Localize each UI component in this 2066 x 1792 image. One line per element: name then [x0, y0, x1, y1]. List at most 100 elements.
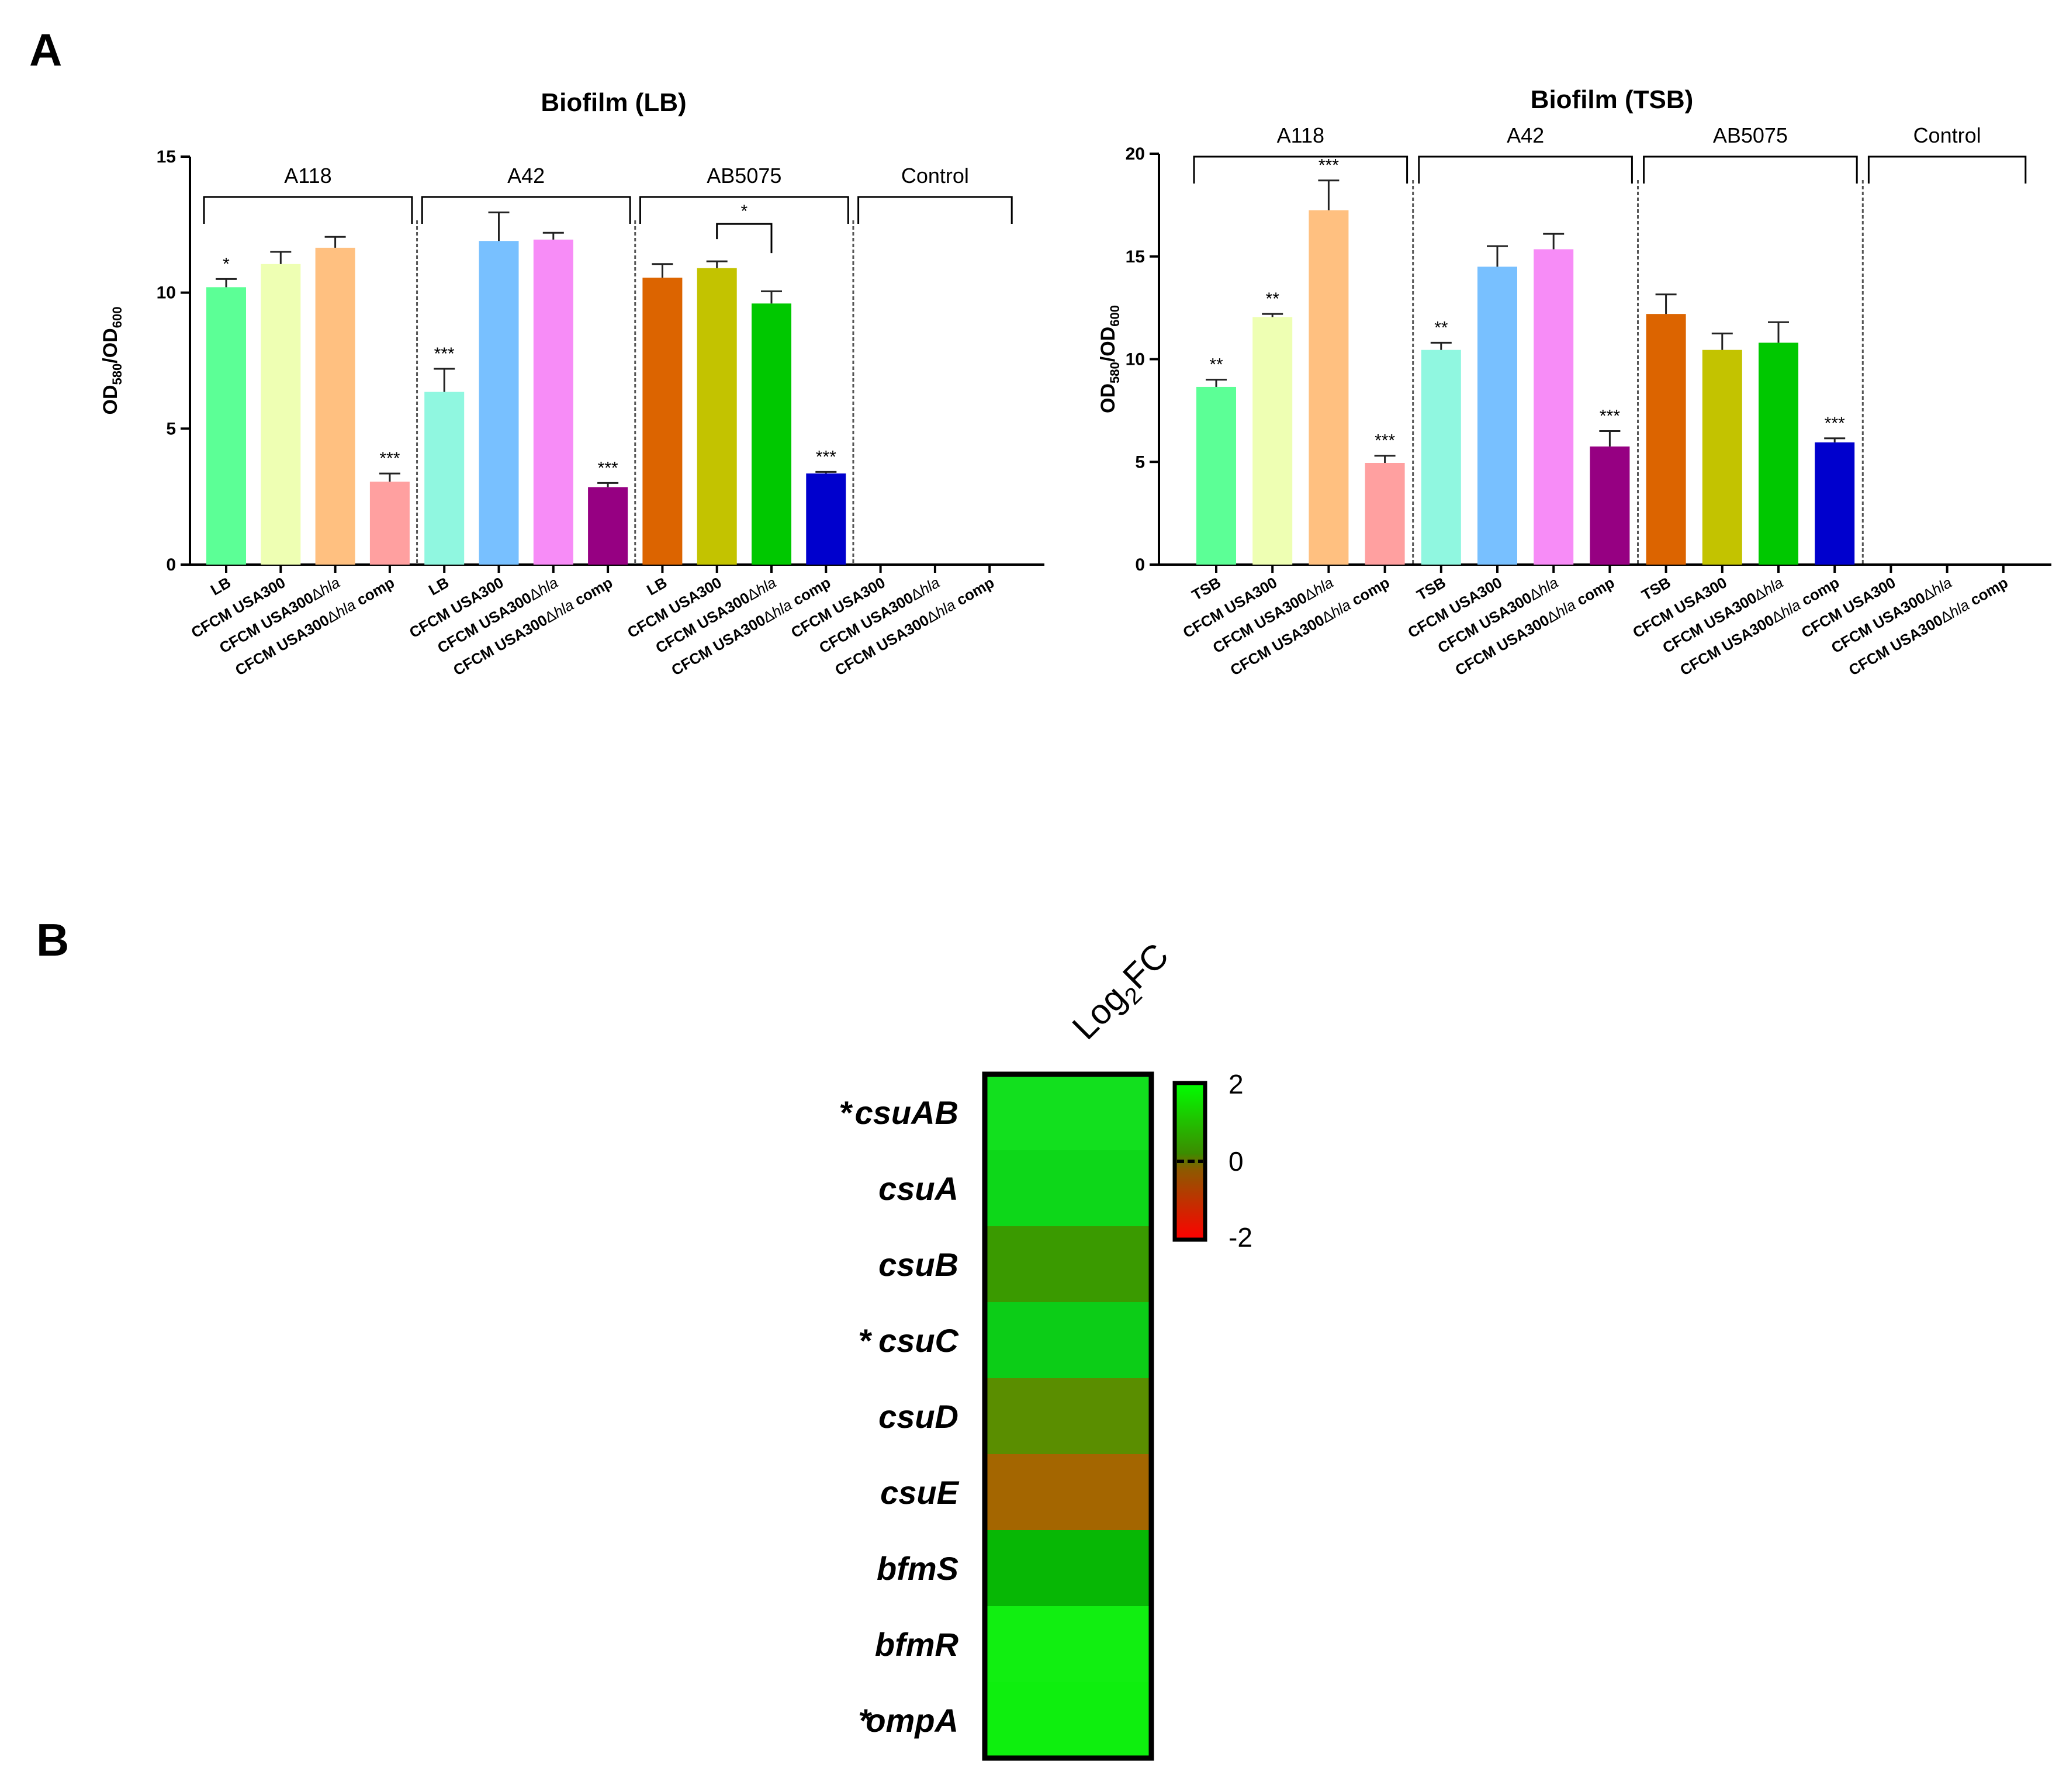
y-tick-label: 20 [1126, 144, 1145, 164]
bar [206, 287, 246, 565]
heatmap-cell [985, 1454, 1151, 1531]
x-tick-label: LB [643, 573, 670, 599]
bar [1196, 386, 1236, 565]
comparison-bracket [716, 223, 773, 254]
group-bracket [1643, 155, 1858, 184]
bar [752, 303, 791, 565]
bar [1759, 343, 1798, 565]
group-label: A42 [507, 164, 545, 188]
y-tick-label: 10 [157, 283, 176, 303]
y-tick-label: 15 [157, 147, 176, 167]
heatmap-cell [985, 1302, 1151, 1379]
bar [369, 482, 410, 565]
gene-label: csuB [878, 1246, 958, 1283]
group-label: Control [901, 164, 969, 188]
bar [1590, 446, 1630, 565]
heatmap-log2fc: Log2FCcsuAB*csuAcsuBcsuC*csuDcsuEbfmSbfm… [839, 936, 1252, 1761]
panel-label-a: A [29, 24, 62, 75]
gene-label: csuAB [855, 1094, 958, 1131]
significance-marker: * [858, 1702, 872, 1739]
comparison-marker: * [741, 202, 748, 221]
gene-label: csuD [878, 1398, 958, 1435]
bar [1815, 442, 1855, 565]
bar [1365, 463, 1405, 565]
significance-marker: *** [1375, 431, 1395, 451]
bar [1421, 350, 1461, 565]
bar [1477, 267, 1517, 565]
significance-marker: ** [1209, 355, 1223, 375]
bar [1534, 249, 1574, 565]
x-tick-label: LB [425, 573, 452, 599]
significance-marker: *** [1825, 414, 1845, 433]
bar [806, 473, 846, 565]
significance-marker: *** [1600, 407, 1620, 426]
heatmap-border [982, 1071, 1154, 1761]
x-tick-label: LB [207, 573, 234, 599]
x-tick-label: TSB [1189, 573, 1224, 604]
significance-marker: *** [816, 447, 836, 466]
heatmap-cell [985, 1074, 1151, 1151]
significance-marker: * [858, 1322, 872, 1359]
y-axis-label: OD580/OD600 [1097, 305, 1122, 413]
bar-chart-biofilm-tsb: Biofilm (TSB) OD580/OD600 0 5 10 15 20 ** TSB ** C… [1097, 85, 2051, 679]
colorbar-tick-label: -2 [1228, 1222, 1252, 1253]
heatmap-cell [985, 1226, 1151, 1303]
significance-marker: ** [1434, 318, 1448, 337]
bar [424, 392, 465, 565]
group-bracket [1193, 155, 1409, 184]
y-tick-label: 15 [1126, 247, 1145, 267]
group-bracket [1867, 155, 2027, 184]
y-axis-label: OD580/OD600 [99, 307, 124, 415]
bar [261, 264, 301, 565]
gene-label: bfmR [875, 1626, 959, 1663]
chart-title: Biofilm (LB) [541, 88, 686, 117]
bar [588, 487, 628, 565]
significance-marker: *** [434, 344, 455, 364]
bar [1646, 314, 1686, 565]
gene-label: csuC [878, 1322, 959, 1359]
x-tick-label: TSB [1639, 573, 1674, 604]
colorbar-tick-label: 0 [1228, 1146, 1244, 1177]
group-label: AB5075 [1713, 123, 1788, 147]
y-tick-label: 0 [1135, 555, 1145, 575]
bar [1252, 317, 1293, 565]
y-tick-label: 5 [166, 419, 176, 438]
significance-marker: *** [598, 458, 618, 478]
significance-marker: *** [379, 449, 400, 468]
bar [315, 247, 355, 565]
group-bracket [421, 196, 631, 224]
group-bracket [857, 196, 1013, 224]
gene-label: ompA [866, 1702, 958, 1739]
group-label: Control [1913, 123, 1981, 147]
bar [479, 241, 519, 565]
group-label: A118 [1277, 123, 1324, 147]
heatmap-cell [985, 1606, 1151, 1683]
bar [697, 268, 737, 565]
significance-marker: * [839, 1094, 853, 1131]
significance-marker: ** [1266, 289, 1280, 309]
bar [1702, 350, 1742, 565]
heatmap-cell [985, 1150, 1151, 1227]
significance-marker: * [223, 254, 230, 274]
y-tick-label: 5 [1135, 452, 1145, 472]
group-bracket [203, 196, 413, 224]
y-tick-label: 0 [166, 555, 176, 575]
heatmap-cell [985, 1682, 1151, 1759]
chart-title: Biofilm (TSB) [1531, 85, 1694, 114]
group-label: AB5075 [707, 164, 781, 188]
group-bracket [1418, 155, 1633, 184]
bar [1309, 210, 1349, 565]
x-tick-label: TSB [1414, 573, 1449, 604]
heatmap-cell [985, 1530, 1151, 1607]
y-tick-label: 10 [1126, 350, 1145, 369]
bar [642, 278, 683, 565]
heatmap-title: Log2FC [1065, 936, 1181, 1051]
gene-label: csuA [878, 1170, 958, 1207]
heatmap-cell [985, 1378, 1151, 1455]
bar [533, 239, 573, 565]
group-bracket [639, 196, 849, 224]
gene-label: bfmS [877, 1550, 958, 1587]
group-label: A42 [1507, 123, 1544, 147]
